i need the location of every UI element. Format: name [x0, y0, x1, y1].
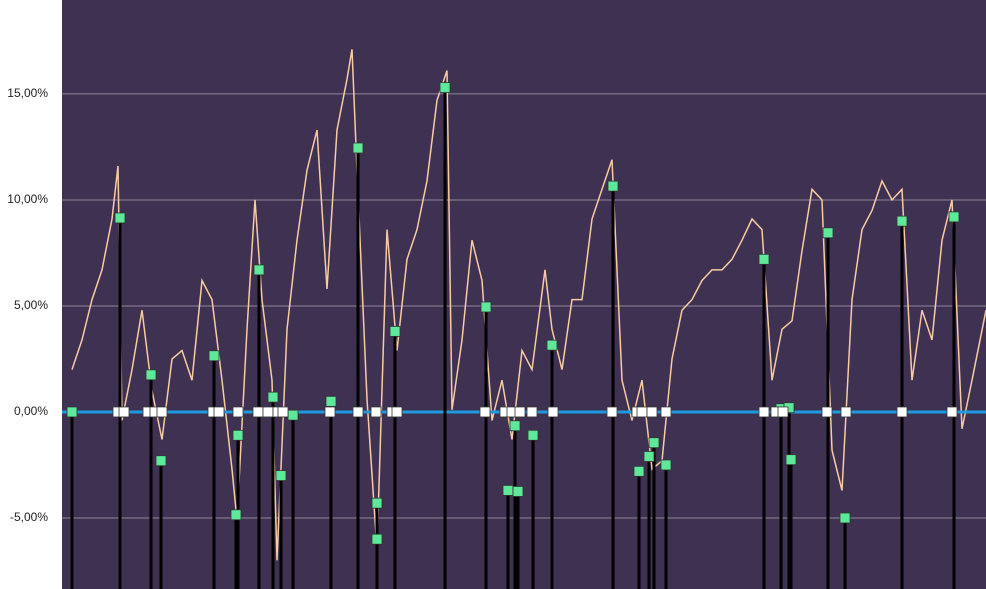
marker	[391, 406, 403, 418]
marker	[325, 395, 337, 407]
marker	[606, 406, 618, 418]
marker	[840, 406, 852, 418]
marker	[633, 465, 645, 477]
marker	[514, 406, 526, 418]
marker	[324, 406, 336, 418]
marker	[267, 391, 279, 403]
marker	[546, 339, 558, 351]
y-tick-label: 0,00%	[14, 404, 48, 418]
marker	[145, 369, 157, 381]
plot-area	[62, 0, 986, 589]
marker	[277, 406, 289, 418]
marker	[648, 437, 660, 449]
marker	[232, 429, 244, 441]
marker	[607, 180, 619, 192]
marker	[948, 211, 960, 223]
marker	[636, 406, 648, 418]
marker	[155, 455, 167, 467]
marker	[352, 142, 364, 154]
marker	[896, 215, 908, 227]
y-tick-label: 5,00%	[14, 298, 48, 312]
y-tick-label: -5,00%	[10, 510, 48, 524]
marker	[643, 451, 655, 462]
marker	[252, 406, 264, 418]
marker	[509, 420, 521, 432]
marker	[502, 485, 514, 496]
marker	[208, 350, 220, 362]
marker	[371, 533, 383, 545]
y-tick-label: 15,00%	[7, 86, 48, 100]
marker	[253, 264, 265, 276]
marker	[370, 406, 382, 418]
marker	[512, 486, 524, 497]
marker	[262, 406, 274, 418]
marker	[213, 406, 225, 418]
marker	[896, 406, 908, 418]
marker	[352, 406, 364, 418]
y-tick-label: 10,00%	[7, 192, 48, 206]
marker	[821, 406, 833, 418]
marker	[547, 406, 559, 418]
marker	[527, 429, 539, 441]
marker	[526, 406, 538, 418]
marker	[646, 406, 658, 418]
marker	[439, 82, 451, 93]
marker	[156, 406, 168, 418]
marker	[371, 497, 383, 509]
marker	[785, 454, 797, 466]
marker	[114, 212, 126, 224]
marker	[118, 406, 130, 418]
marker	[839, 512, 851, 524]
marker	[660, 459, 672, 471]
marker	[389, 325, 401, 337]
marker	[287, 409, 299, 421]
marker	[479, 406, 491, 418]
marker	[946, 406, 958, 418]
marker	[275, 470, 287, 481]
marker	[758, 253, 770, 265]
marker	[758, 406, 770, 418]
marker	[822, 227, 834, 239]
marker	[777, 406, 789, 418]
marker	[480, 301, 492, 313]
marker	[660, 406, 672, 418]
marker	[230, 509, 242, 521]
marker	[66, 406, 78, 418]
marker	[232, 406, 244, 418]
